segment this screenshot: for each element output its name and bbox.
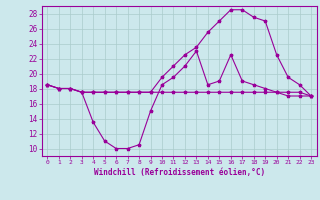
- X-axis label: Windchill (Refroidissement éolien,°C): Windchill (Refroidissement éolien,°C): [94, 168, 265, 177]
